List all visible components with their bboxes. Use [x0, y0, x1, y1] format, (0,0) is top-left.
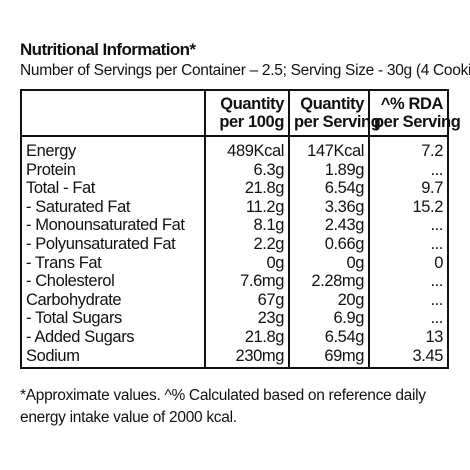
value-rda: 3.45 [368, 346, 449, 370]
value-per-100g: 23g [204, 309, 290, 328]
header-nutrient-cell [20, 89, 206, 137]
nutrient-name: - Polyunsaturated Fat [20, 234, 206, 254]
nutrient-name: - Total Sugars [20, 309, 206, 328]
nutrition-table: Quantity per 100g Quantity per Serving ^… [20, 89, 461, 370]
nutrient-name: - Trans Fat [20, 253, 206, 273]
value-per-serving: 2.28mg [288, 272, 370, 291]
value-rda: ... [368, 272, 449, 291]
table-row: Sodium 230mg 69mg 3.45 [20, 346, 449, 370]
header-per-100g-line1: Quantity [220, 95, 284, 113]
value-per-100g: 2.2g [204, 234, 290, 254]
footnote: *Approximate values. ^% Calculated based… [20, 387, 426, 426]
value-per-100g: 6.3g [204, 160, 290, 180]
value-per-100g: 8.1g [204, 216, 290, 235]
value-rda: 9.7 [368, 179, 449, 198]
value-per-serving: 0.66g [288, 234, 370, 254]
value-per-serving: 20g [288, 290, 370, 310]
header-rda-line2: per Serving [374, 113, 461, 131]
value-per-100g: 7.6mg [204, 272, 290, 291]
value-rda: 0 [368, 253, 449, 273]
header-rda-line1: ^% RDA [380, 95, 444, 113]
table-row: - Added Sugars 21.8g 6.54g 13 [20, 327, 449, 347]
value-per-serving: 6.9g [288, 309, 370, 328]
page-title: Nutritional Information* [20, 40, 196, 59]
value-rda: ... [368, 309, 449, 328]
header-per-100g-line2: per 100g [219, 113, 284, 131]
value-per-serving: 3.36g [288, 197, 370, 217]
header-per-serving-line1: Quantity [300, 95, 364, 113]
table-row: Carbohydrate 67g 20g ... [20, 290, 449, 310]
nutrient-name: Protein [20, 160, 206, 180]
nutrient-name: - Saturated Fat [20, 197, 206, 217]
nutrient-name: - Cholesterol [20, 272, 206, 291]
value-rda: ... [368, 216, 449, 235]
value-per-serving: 2.43g [288, 216, 370, 235]
value-per-serving: 6.54g [288, 179, 370, 198]
nutrient-name: Energy [20, 136, 206, 161]
value-rda: ... [368, 160, 449, 180]
value-per-100g: 67g [204, 290, 290, 310]
value-per-100g: 21.8g [204, 327, 290, 347]
value-rda: ... [368, 234, 449, 254]
nutrient-name: - Added Sugars [20, 327, 206, 347]
header-per-serving-line2: per Serving [294, 113, 381, 131]
serving-info: Number of Servings per Container – 2.5; … [20, 62, 470, 79]
header-rda: ^% RDA per Serving [368, 89, 461, 137]
header-per-serving: Quantity per Serving [288, 89, 381, 137]
nutrient-name: Sodium [20, 346, 206, 370]
table-row: Total - Fat 21.8g 6.54g 9.7 [20, 179, 449, 198]
value-per-serving: 1.89g [288, 160, 370, 180]
table-row: - Polyunsaturated Fat 2.2g 0.66g ... [20, 234, 449, 254]
value-per-100g: 230mg [204, 346, 290, 370]
value-per-100g: 0g [204, 253, 290, 273]
value-per-serving: 6.54g [288, 327, 370, 347]
nutrient-name: Total - Fat [20, 179, 206, 198]
table-row: - Saturated Fat 11.2g 3.36g 15.2 [20, 197, 449, 217]
value-rda: 13 [368, 327, 449, 347]
header-per-100g: Quantity per 100g [204, 89, 290, 137]
table-row: - Total Sugars 23g 6.9g ... [20, 309, 449, 328]
table-row: Energy 489Kcal 147Kcal 7.2 [20, 136, 449, 161]
value-per-100g: 489Kcal [204, 136, 290, 161]
value-per-serving: 147Kcal [288, 136, 370, 161]
value-per-100g: 21.8g [204, 179, 290, 198]
table-header-row: Quantity per 100g Quantity per Serving ^… [20, 89, 461, 137]
table-row: - Monounsaturated Fat 8.1g 2.43g ... [20, 216, 449, 235]
value-per-serving: 69mg [288, 346, 370, 370]
nutrient-name: - Monounsaturated Fat [20, 216, 206, 235]
value-per-serving: 0g [288, 253, 370, 273]
table-row: - Trans Fat 0g 0g 0 [20, 253, 449, 273]
table-row: - Cholesterol 7.6mg 2.28mg ... [20, 272, 449, 291]
value-rda: ... [368, 290, 449, 310]
value-rda: 7.2 [368, 136, 449, 161]
nutrient-name: Carbohydrate [20, 290, 206, 310]
value-rda: 15.2 [368, 197, 449, 217]
value-per-100g: 11.2g [204, 197, 290, 217]
table-row: Protein 6.3g 1.89g ... [20, 160, 449, 180]
